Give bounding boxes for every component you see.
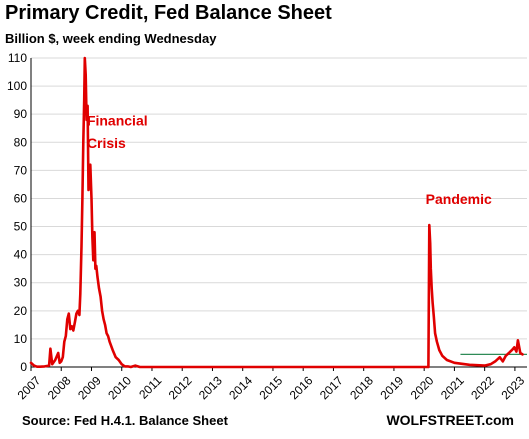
x-tick-label: 2014 — [226, 373, 255, 402]
x-tick-label: 2022 — [468, 373, 497, 402]
annotation-label: Crisis — [87, 135, 126, 151]
y-axis-ticks: 0 10 20 30 40 50 60 70 80 90 100 110 — [7, 51, 27, 374]
x-tick-label: 2018 — [347, 373, 376, 402]
x-tick-label: 2008 — [45, 373, 74, 402]
y-tick-label: 110 — [8, 51, 27, 65]
y-tick-label: 50 — [14, 220, 28, 234]
y-tick-label: 60 — [14, 191, 28, 205]
x-axis-ticks: 2007 2008 2009 2010 2011 2012 2013 2014 2015 2016… — [15, 367, 527, 402]
y-tick-label: 20 — [14, 304, 28, 318]
source-note: Source: Fed H.4.1. Balance Sheet — [22, 413, 228, 428]
brand-label: WOLFSTREET.com — [386, 412, 514, 428]
annotation-label: Financial — [87, 112, 148, 128]
x-tick-label: 2012 — [166, 373, 195, 402]
annotations: Financial Crisis Pandemic — [87, 112, 492, 207]
x-tick-label: 2011 — [136, 373, 164, 401]
grid-lines — [31, 57, 527, 340]
y-tick-label: 30 — [14, 276, 28, 290]
y-tick-label: 40 — [14, 248, 28, 262]
y-tick-label: 100 — [7, 79, 27, 93]
x-tick-label: 2021 — [438, 373, 467, 402]
x-tick-label: 2007 — [15, 373, 44, 402]
axes — [30, 58, 527, 368]
x-tick-label: 2015 — [257, 373, 286, 402]
chart-subtitle: Billion $, week ending Wednesday — [5, 31, 217, 46]
x-tick-label: 2023 — [498, 373, 527, 402]
series-line — [29, 56, 524, 369]
y-tick-label: 80 — [14, 135, 28, 149]
y-tick-label: 0 — [20, 360, 27, 374]
x-tick-label: 2016 — [287, 373, 316, 402]
annotation-label: Pandemic — [426, 191, 492, 207]
series-group — [29, 56, 524, 369]
x-tick-label: 2010 — [105, 373, 134, 402]
x-tick-label: 2009 — [75, 373, 104, 402]
x-tick-label: 2019 — [377, 373, 406, 402]
x-tick-label: 2013 — [196, 373, 225, 402]
y-tick-label: 90 — [14, 107, 28, 121]
x-tick-label: 2017 — [317, 373, 346, 402]
y-tick-label: 70 — [14, 163, 28, 177]
x-tick-label: 2020 — [408, 373, 437, 402]
chart-title: Primary Credit, Fed Balance Sheet — [5, 2, 332, 24]
y-tick-label: 10 — [14, 332, 28, 346]
